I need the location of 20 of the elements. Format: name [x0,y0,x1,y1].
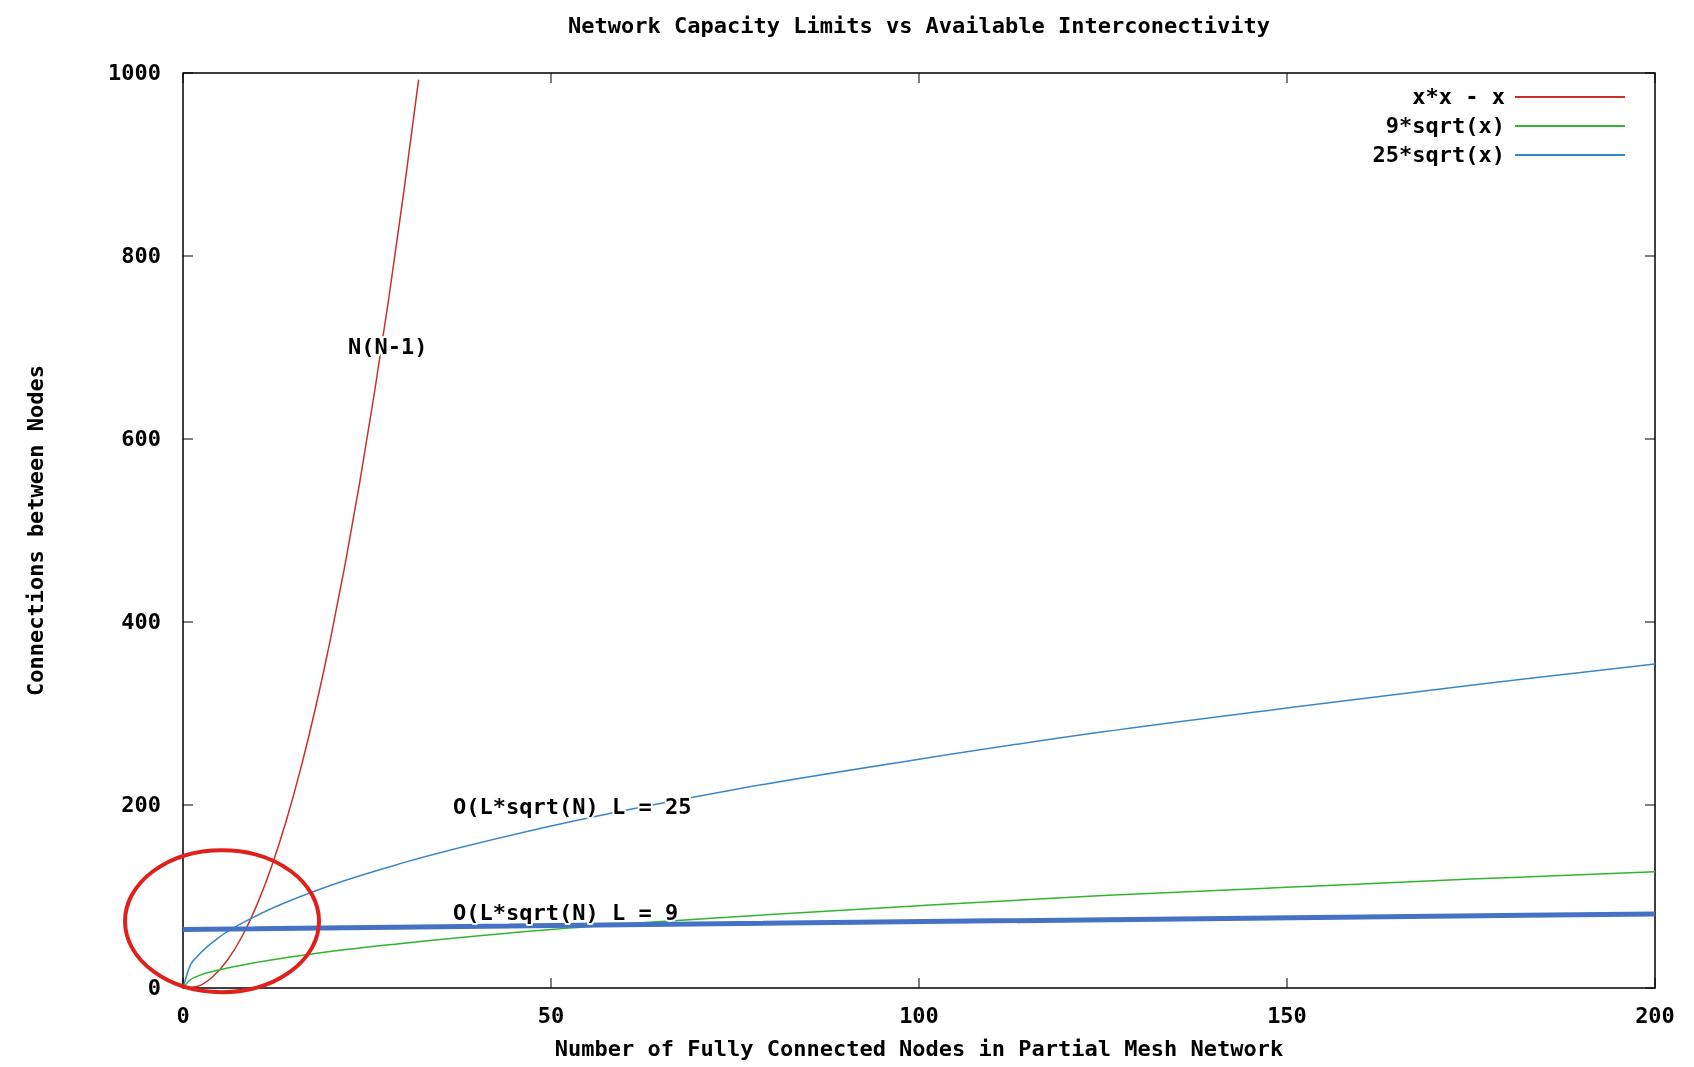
y-tick-label: 800 [121,243,161,268]
y-axis-title: Connections between Nodes [23,364,48,697]
annotation: O(L*sqrt(N) L = 9 [453,900,679,925]
x-tick-label: 100 [899,1003,939,1028]
y-tick-label: 600 [121,426,161,451]
y-tick-label: 400 [121,609,161,634]
x-tick-label: 200 [1635,1003,1675,1028]
legend-label: 25*sqrt(x) [1372,142,1505,167]
y-tick-label: 200 [121,792,161,817]
y-tick-label: 1000 [108,60,161,85]
x-tick-label: 50 [537,1003,565,1028]
line-series [183,663,1655,988]
chart-title: Network Capacity Limits vs Available Interconectivity [568,13,1270,38]
x-tick-label: 150 [1267,1003,1307,1028]
line-series [183,871,1655,988]
x-tick-label: 0 [176,1003,190,1028]
y-tick-label: 0 [147,975,161,1000]
x-axis-title: Number of Fully Connected Nodes in Partial Mesh Network [554,1036,1284,1061]
legend-label: 9*sqrt(x) [1385,113,1505,138]
legend-label: x*x - x [1412,84,1505,109]
